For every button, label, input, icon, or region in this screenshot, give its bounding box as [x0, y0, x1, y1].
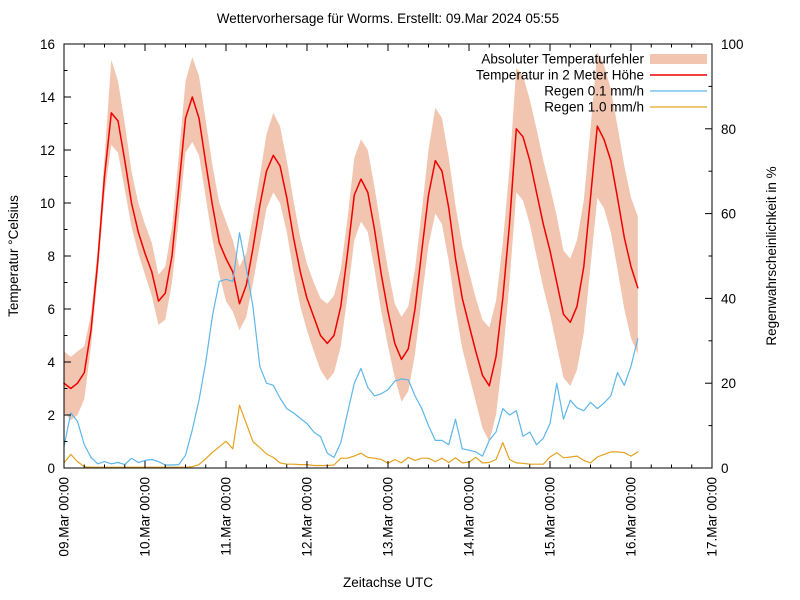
x-tick-label: 10.Mar 00:00: [138, 477, 153, 557]
legend-swatch-band: [650, 54, 707, 64]
plot-border: [63, 43, 713, 469]
x-tick-label: 09.Mar 00:00: [57, 477, 72, 557]
legend-item-0: Absoluter Temperaturfehler: [481, 52, 707, 67]
x-tick-label: 14.Mar 00:00: [462, 477, 477, 557]
y-left-tick-label: 10: [40, 196, 55, 211]
y-axis-label-left: Temperatur °Celsius: [6, 195, 21, 317]
legend-item-2: Regen 0.1 mm/h: [544, 84, 707, 99]
y-right-tick-label: 60: [721, 207, 736, 222]
y-left-tick-label: 16: [40, 37, 55, 52]
y-left-tick-label: 2: [47, 408, 55, 423]
legend-label: Regen 0.1 mm/h: [544, 84, 644, 99]
y-axis-label-right: Regenwahrscheinlichkeit in %: [764, 166, 779, 345]
y-left-tick-label: 0: [47, 461, 55, 476]
y-right-tick-label: 40: [721, 291, 736, 306]
series-band-0: [64, 52, 638, 442]
x-tick-label: 15.Mar 00:00: [543, 477, 558, 557]
x-axis-label: Zeitachse UTC: [343, 575, 433, 590]
chart-title: Wettervorhersage für Worms. Erstellt: 09…: [217, 11, 559, 26]
y-left-tick-label: 6: [47, 302, 55, 317]
legend-label: Regen 1.0 mm/h: [544, 100, 644, 115]
series-line-1: [63, 96, 639, 390]
y-right-tick-label: 100: [721, 37, 744, 52]
y-left-tick-label: 8: [47, 249, 55, 264]
x-tick-label: 16.Mar 00:00: [624, 477, 639, 557]
y-right-tick-label: 0: [721, 461, 729, 476]
plot-area: 09.Mar 00:00 10.Mar 00:00 11.Mar 00:00 12.M…: [40, 37, 744, 557]
x-tick-label: 11.Mar 00:00: [219, 477, 234, 556]
series-line-2: [63, 232, 639, 466]
y-left-tick-label: 4: [47, 355, 55, 370]
y-left-tick-label: 14: [40, 90, 56, 105]
x-tick-label: 12.Mar 00:00: [300, 477, 315, 557]
x-tick-label: 13.Mar 00:00: [381, 477, 396, 557]
legend-label: Absoluter Temperaturfehler: [481, 52, 644, 67]
legend-item-3: Regen 1.0 mm/h: [544, 100, 707, 115]
x-tick-label: 17.Mar 00:00: [705, 477, 720, 557]
legend-item-1: Temperatur in 2 Meter Höhe: [476, 68, 707, 83]
legend-label: Temperatur in 2 Meter Höhe: [476, 68, 644, 83]
series-line-3: [63, 404, 639, 468]
y-left-tick-label: 12: [40, 143, 55, 158]
y-right-tick-label: 20: [721, 376, 736, 391]
y-right-tick-label: 80: [721, 122, 736, 137]
